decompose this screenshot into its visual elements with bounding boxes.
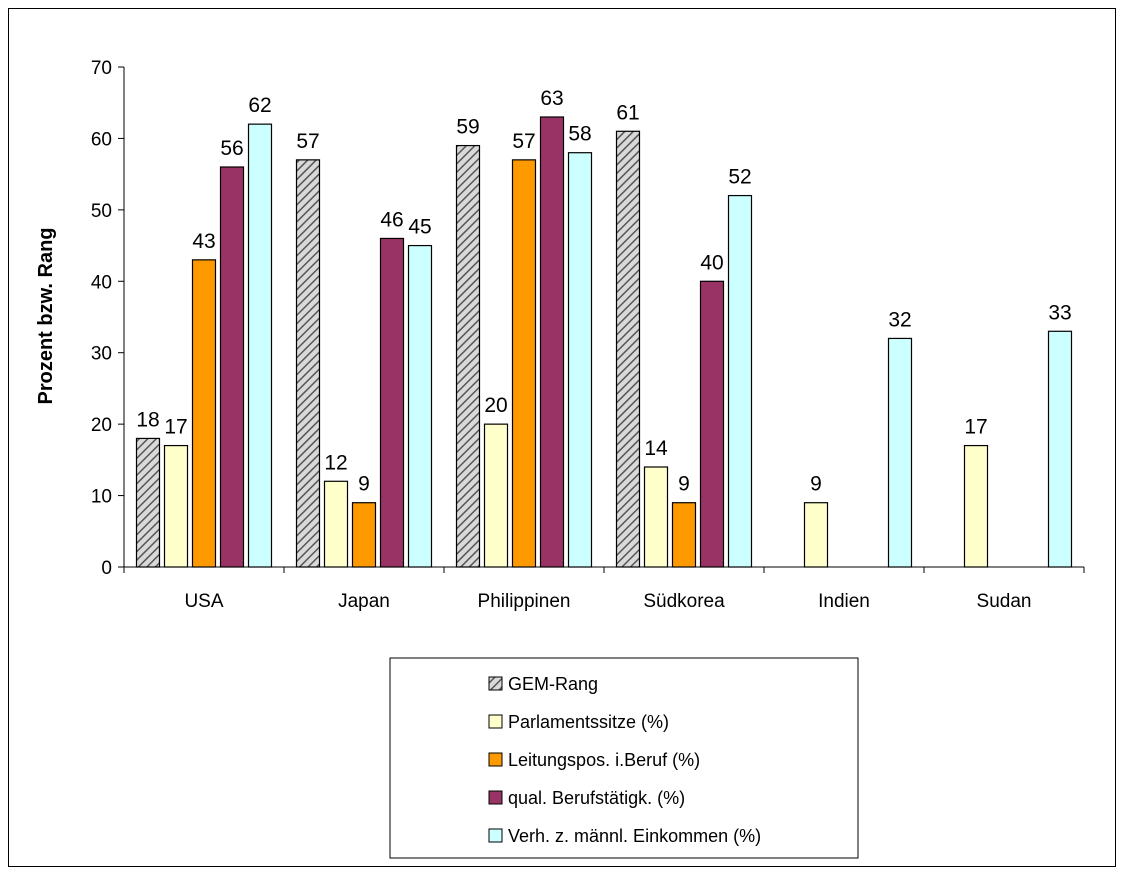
bar-usa-leitungspos-i-beruf <box>191 259 217 568</box>
legend-swatch-qual-berufstätigk <box>488 790 503 805</box>
data-label-japan-parlamentssitze: 12 <box>324 451 347 474</box>
x-tick-label-südkorea: Südkorea <box>643 591 725 612</box>
legend-label-gem-rang: GEM-Rang <box>508 674 598 694</box>
data-label-japan-gem-rang: 57 <box>296 130 319 153</box>
y-tick-label: 40 <box>91 272 112 293</box>
y-tick-label: 10 <box>91 487 112 508</box>
bar-indien-parlamentssitze <box>803 502 829 568</box>
bar-usa-qual-berufstätigk <box>219 166 245 568</box>
bar-japan-verh-z-männl-einkommen <box>407 244 433 568</box>
bar-usa-verh-z-männl-einkommen <box>247 123 273 568</box>
bar-japan-qual-berufstätigk <box>379 237 405 568</box>
bar-japan-leitungspos-i-beruf <box>351 502 377 568</box>
y-axis-title: Prozent bzw. Rang <box>35 227 57 404</box>
x-tick-label-japan: Japan <box>338 591 390 612</box>
axes: 0 10 20 30 40 50 60 70 USA Japan Philippinen Südkor… <box>91 58 1085 612</box>
legend-label-qual-berufstätigk: qual. Berufstätigk. (%) <box>508 788 685 808</box>
data-label-philippinen-gem-rang: 59 <box>456 116 479 139</box>
y-tick-label: 60 <box>91 129 112 150</box>
legend-label-verh-z-männl-einkommen: Verh. z. männl. Einkommen (%) <box>508 826 761 846</box>
bar-japan-gem-rang <box>295 159 321 568</box>
data-label-sudan-parlamentssitze: 17 <box>964 416 987 439</box>
legend-swatch-gem-rang <box>488 676 503 691</box>
data-label-japan-qual-berufstätigk: 46 <box>380 208 403 231</box>
bar-südkorea-leitungspos-i-beruf <box>671 502 697 568</box>
bar-usa-gem-rang <box>135 437 161 568</box>
bar-sudan-verh-z-männl-einkommen <box>1047 330 1073 568</box>
bar-südkorea-parlamentssitze <box>643 466 669 568</box>
data-label-südkorea-verh-z-männl-einkommen: 52 <box>728 166 751 189</box>
data-label-südkorea-gem-rang: 61 <box>616 101 639 124</box>
data-label-indien-verh-z-männl-einkommen: 32 <box>888 308 911 331</box>
y-tick-label: 70 <box>91 58 112 79</box>
bars <box>135 116 1073 568</box>
bar-philippinen-gem-rang <box>455 144 481 568</box>
data-label-philippinen-verh-z-männl-einkommen: 58 <box>568 123 591 146</box>
data-label-japan-verh-z-männl-einkommen: 45 <box>408 216 431 239</box>
data-label-indien-parlamentssitze: 9 <box>810 473 822 496</box>
data-label-philippinen-leitungspos-i-beruf: 57 <box>512 130 535 153</box>
data-label-usa-verh-z-männl-einkommen: 62 <box>248 94 271 117</box>
data-label-philippinen-qual-berufstätigk: 63 <box>540 87 563 110</box>
data-label-usa-qual-berufstätigk: 56 <box>220 137 243 160</box>
y-tick-label: 20 <box>91 415 112 436</box>
data-label-usa-parlamentssitze: 17 <box>164 416 187 439</box>
data-label-usa-leitungspos-i-beruf: 43 <box>192 230 215 253</box>
legend-label-parlamentssitze: Parlamentssitze (%) <box>508 712 669 732</box>
bar-sudan-parlamentssitze <box>963 444 989 568</box>
x-tick-label-indien: Indien <box>818 591 870 612</box>
y-tick-label: 50 <box>91 201 112 222</box>
data-label-philippinen-parlamentssitze: 20 <box>484 394 507 417</box>
data-label-usa-gem-rang: 18 <box>136 408 159 431</box>
legend: GEM-Rang Parlamentssitze (%) Leitungspos. … <box>389 657 859 859</box>
bar-philippinen-verh-z-männl-einkommen <box>567 152 593 568</box>
bar-japan-parlamentssitze <box>323 480 349 568</box>
y-tick-label: 30 <box>91 344 112 365</box>
data-label-sudan-verh-z-männl-einkommen: 33 <box>1048 301 1071 324</box>
bar-südkorea-verh-z-männl-einkommen <box>727 194 753 568</box>
x-tick-label-sudan: Sudan <box>977 591 1032 612</box>
bar-südkorea-gem-rang <box>615 130 641 568</box>
bar-philippinen-qual-berufstätigk <box>539 116 565 568</box>
bar-südkorea-qual-berufstätigk <box>699 280 725 568</box>
data-label-südkorea-qual-berufstätigk: 40 <box>700 251 723 274</box>
bar-philippinen-parlamentssitze <box>483 423 509 568</box>
bar-philippinen-leitungspos-i-beruf <box>511 159 537 568</box>
x-tick-label-usa: USA <box>184 591 223 612</box>
y-tick-label: 0 <box>101 558 112 579</box>
bar-usa-parlamentssitze <box>163 444 189 568</box>
legend-swatch-verh-z-männl-einkommen <box>488 828 503 843</box>
legend-swatch-leitungspos-i-beruf <box>488 752 503 767</box>
data-label-südkorea-parlamentssitze: 14 <box>644 437 668 460</box>
bar-indien-verh-z-männl-einkommen <box>887 337 913 568</box>
legend-box <box>389 657 859 859</box>
legend-swatch-parlamentssitze <box>488 714 503 729</box>
x-tick-label-philippinen: Philippinen <box>478 591 571 612</box>
legend-label-leitungspos-i-beruf: Leitungspos. i.Beruf (%) <box>508 750 700 770</box>
data-label-japan-leitungspos-i-beruf: 9 <box>358 473 370 496</box>
data-label-südkorea-leitungspos-i-beruf: 9 <box>678 473 690 496</box>
